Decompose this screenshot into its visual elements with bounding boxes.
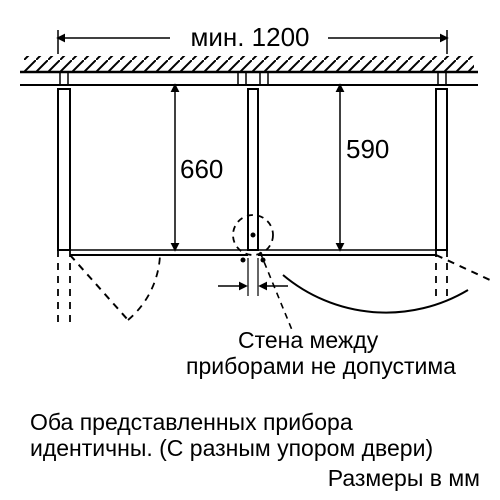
footer-units: Размеры в мм (328, 465, 480, 491)
note-line2: приборами не допустима (186, 353, 456, 379)
footer-line1: Оба представленных прибора (30, 409, 353, 435)
right-swing-arc (283, 275, 468, 313)
right-door-open (436, 255, 490, 280)
dim-590-label: 590 (346, 134, 389, 164)
hinge-right (261, 258, 266, 263)
tab (238, 72, 246, 85)
wall-hatch (24, 56, 474, 72)
callout-leader (260, 252, 292, 330)
tab (260, 72, 268, 85)
hinge-left (241, 258, 246, 263)
tab (438, 72, 446, 85)
panel-mid (248, 89, 258, 250)
callout-dot (251, 233, 256, 238)
dim-top-label: мин. 1200 (190, 22, 309, 52)
note-line1: Стена между (238, 327, 379, 353)
left-swing-arc (128, 255, 160, 320)
panel-right (436, 89, 447, 250)
left-door-open (70, 255, 128, 320)
footer-line2: идентичны. (С разным упором двери) (30, 435, 433, 461)
dim-660-label: 660 (180, 154, 223, 184)
panel-left (58, 89, 70, 250)
tab (60, 72, 68, 85)
